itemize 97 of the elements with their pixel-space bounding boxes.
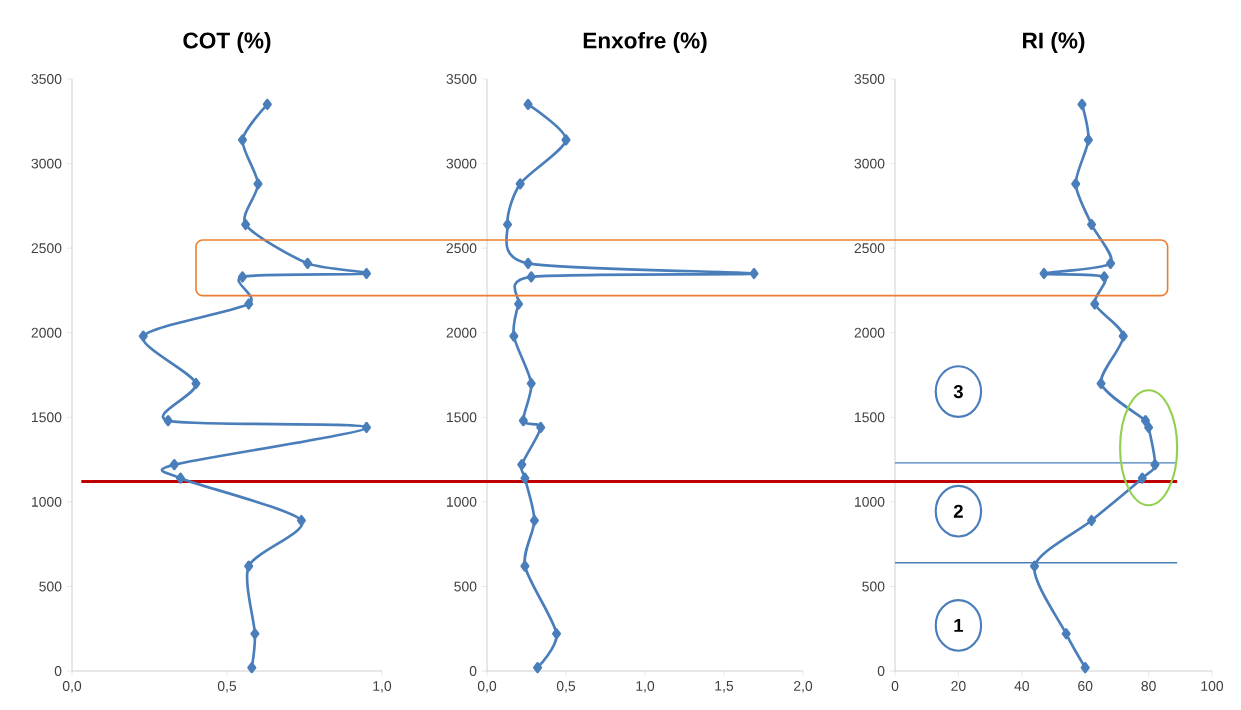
- y-tick-label: 2500: [446, 243, 477, 254]
- point: [509, 330, 519, 342]
- chart-title: RI (%): [1023, 31, 1085, 53]
- point: [262, 98, 272, 110]
- annotation: 3: [953, 384, 963, 399]
- y-tick-label: 3000: [31, 158, 62, 169]
- point: [551, 628, 562, 640]
- point: [169, 459, 179, 471]
- point: [361, 421, 372, 434]
- point: [536, 421, 546, 434]
- point: [1137, 472, 1147, 484]
- y-tick-label: 1000: [855, 496, 885, 507]
- point: [533, 662, 543, 674]
- point: [520, 560, 530, 572]
- x-tick-label: 0: [891, 681, 899, 691]
- y-tick-label: 2000: [31, 327, 62, 338]
- point: [523, 257, 533, 269]
- annotation: 2: [953, 504, 963, 518]
- point: [1118, 330, 1128, 342]
- y-tick-label: 500: [39, 581, 62, 592]
- x-tick-label: 80: [1141, 681, 1156, 691]
- y-tick-label: 3500: [854, 74, 885, 84]
- point: [1096, 377, 1106, 390]
- point: [514, 298, 524, 310]
- point: [250, 628, 260, 640]
- y-tick-label: 0: [54, 666, 62, 676]
- point: [163, 415, 173, 427]
- x-tick-label: 1,0: [373, 681, 392, 693]
- point: [244, 560, 254, 572]
- point: [503, 218, 513, 231]
- x-tick-label: 0,5: [556, 681, 576, 693]
- x-tick-label: 40: [1014, 681, 1030, 691]
- point: [296, 514, 306, 527]
- y-tick-label: 1500: [32, 412, 62, 423]
- point: [520, 472, 530, 484]
- y-tick-label: 2500: [31, 243, 62, 254]
- point: [1150, 459, 1160, 471]
- point: [561, 134, 571, 146]
- point: [1090, 298, 1100, 310]
- point: [1140, 415, 1150, 427]
- y-tick-label: 500: [862, 581, 885, 592]
- point: [1080, 662, 1090, 674]
- point: [1061, 628, 1071, 640]
- point: [523, 98, 533, 110]
- point: [1087, 514, 1097, 527]
- point: [526, 271, 536, 283]
- point: [1083, 134, 1093, 146]
- x-tick-label: 1,5: [715, 681, 734, 693]
- y-tick-label: 1000: [447, 496, 477, 507]
- point: [237, 271, 248, 283]
- point: [303, 257, 313, 269]
- x-tick-label: 60: [1078, 681, 1093, 691]
- point: [518, 415, 528, 427]
- point: [237, 134, 248, 146]
- point: [526, 377, 536, 390]
- y-tick-label: 1500: [447, 412, 477, 423]
- chart-title: COT (%): [183, 31, 271, 53]
- y-tick-label: 0: [469, 666, 477, 676]
- point: [138, 330, 148, 342]
- point: [1099, 271, 1109, 283]
- x-tick-label: 0,0: [62, 681, 82, 693]
- y-tick-label: 2000: [854, 327, 885, 338]
- x-tick-label: 1,0: [636, 681, 655, 693]
- point: [529, 514, 539, 527]
- x-tick-label: 0,0: [477, 681, 497, 693]
- point: [241, 218, 251, 231]
- y-tick-label: 3000: [446, 158, 477, 169]
- y-tick-label: 2000: [446, 327, 477, 338]
- y-tick-label: 1500: [855, 412, 885, 423]
- y-tick-label: 3500: [31, 74, 62, 84]
- point: [1071, 178, 1081, 190]
- y-tick-label: 0: [877, 666, 885, 676]
- annotation: 1: [954, 619, 964, 632]
- point: [1029, 560, 1040, 572]
- y-tick-label: 1000: [32, 496, 62, 507]
- y-tick-label: 3000: [854, 158, 885, 169]
- point: [191, 377, 201, 390]
- point: [175, 472, 186, 484]
- x-tick-label: 100: [1201, 681, 1224, 691]
- point: [749, 267, 759, 280]
- x-tick-label: 2,0: [794, 681, 813, 693]
- point: [515, 178, 525, 190]
- x-tick-label: 20: [951, 681, 966, 691]
- point: [244, 298, 254, 310]
- point: [1106, 257, 1116, 269]
- y-tick-label: 500: [454, 581, 477, 592]
- point: [1087, 218, 1097, 231]
- point: [1039, 267, 1049, 280]
- point: [1144, 421, 1154, 434]
- chart-title: Enxofre (%): [583, 31, 707, 53]
- y-tick-label: 2500: [854, 243, 885, 254]
- point: [517, 459, 527, 471]
- y-tick-label: 3500: [446, 74, 477, 84]
- x-tick-label: 0,5: [217, 681, 237, 693]
- point: [253, 178, 263, 190]
- point: [1077, 98, 1087, 110]
- point: [247, 662, 257, 674]
